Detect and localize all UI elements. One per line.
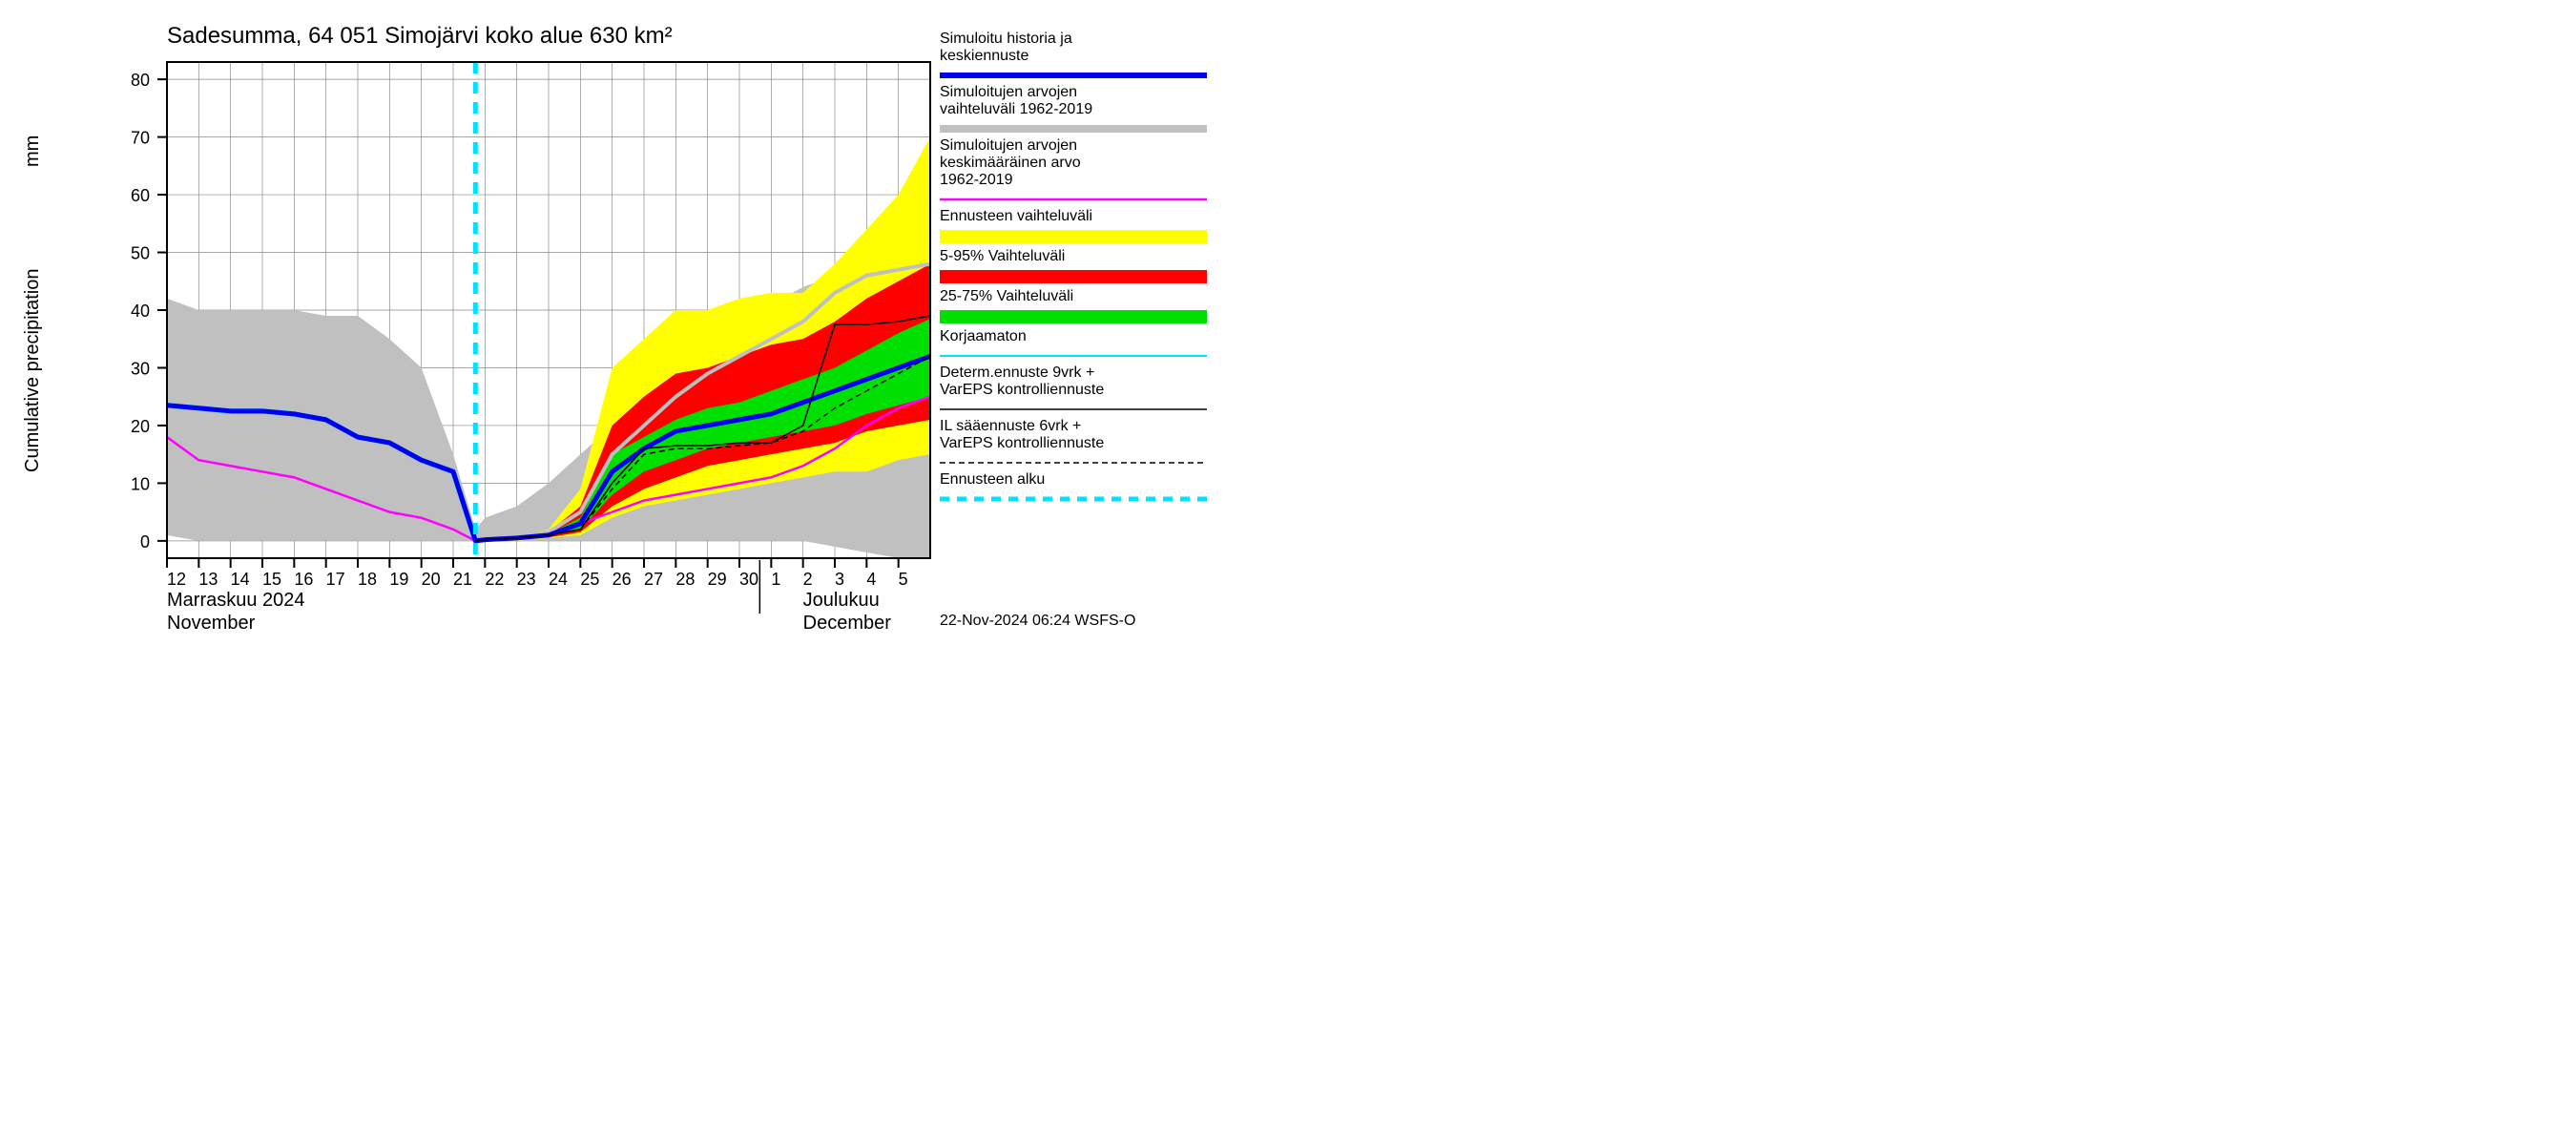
x-tick-label: 12 <box>167 570 186 589</box>
x-tick-label: 14 <box>231 570 250 589</box>
y-tick-label: 60 <box>131 186 150 205</box>
month-label-en-left: November <box>167 613 256 634</box>
y-tick-label: 30 <box>131 359 150 378</box>
legend-label: 25-75% Vaihteluväli <box>940 288 1073 304</box>
y-tick-label: 80 <box>131 71 150 90</box>
y-axis-label-1: Cumulative precipitation <box>22 269 43 472</box>
x-tick-label: 20 <box>422 570 441 589</box>
legend-label: Korjaamaton <box>940 328 1027 344</box>
x-tick-label: 27 <box>644 570 663 589</box>
x-tick-label: 16 <box>294 570 313 589</box>
x-tick-label: 25 <box>580 570 599 589</box>
x-tick-label: 1 <box>771 570 780 589</box>
legend-label: Simuloitu historia ja <box>940 31 1072 47</box>
x-tick-label: 18 <box>358 570 377 589</box>
y-tick-label: 40 <box>131 302 150 321</box>
y-tick-label: 20 <box>131 417 150 436</box>
x-tick-label: 21 <box>453 570 472 589</box>
x-tick-label: 28 <box>675 570 695 589</box>
month-label-en-right: December <box>803 613 892 634</box>
x-tick-label: 2 <box>803 570 813 589</box>
y-axis-label-2: mm <box>22 135 43 167</box>
y-tick-label: 0 <box>140 532 150 552</box>
y-tick-label: 70 <box>131 129 150 148</box>
footer-timestamp: 22-Nov-2024 06:24 WSFS-O <box>940 613 1135 629</box>
x-tick-label: 13 <box>198 570 218 589</box>
x-tick-label: 3 <box>835 570 844 589</box>
x-tick-label: 23 <box>517 570 536 589</box>
x-tick-label: 22 <box>485 570 504 589</box>
x-tick-label: 29 <box>708 570 727 589</box>
x-tick-label: 24 <box>549 570 568 589</box>
legend-label: vaihteluväli 1962-2019 <box>940 101 1092 117</box>
legend-label: IL sääennuste 6vrk + <box>940 418 1081 434</box>
month-label-fi-right: Joulukuu <box>803 590 880 611</box>
month-label-fi-left: Marraskuu 2024 <box>167 590 305 611</box>
legend-label: 5-95% Vaihteluväli <box>940 248 1065 264</box>
legend-label: keskimääräinen arvo <box>940 155 1081 171</box>
x-tick-label: 19 <box>389 570 408 589</box>
legend-label: Simuloitujen arvojen <box>940 137 1077 154</box>
y-tick-label: 50 <box>131 244 150 263</box>
x-tick-label: 30 <box>739 570 758 589</box>
legend-label: Ennusteen vaihteluväli <box>940 208 1092 224</box>
legend-label: Determ.ennuste 9vrk + <box>940 364 1094 381</box>
chart-title: Sadesumma, 64 051 Simojärvi koko alue 63… <box>167 23 673 49</box>
legend-label: VarEPS kontrolliennuste <box>940 435 1104 451</box>
y-tick-label: 10 <box>131 474 150 493</box>
legend-label: VarEPS kontrolliennuste <box>940 382 1104 398</box>
legend-label: Simuloitujen arvojen <box>940 84 1077 100</box>
legend-label: 1962-2019 <box>940 172 1013 188</box>
x-tick-label: 4 <box>866 570 876 589</box>
precipitation-chart: 0102030405060708012131415161718192021222… <box>0 0 1431 636</box>
legend-label: keskiennuste <box>940 48 1028 64</box>
x-tick-label: 15 <box>262 570 281 589</box>
x-tick-label: 5 <box>899 570 908 589</box>
legend-label: Ennusteen alku <box>940 471 1045 488</box>
x-tick-label: 26 <box>613 570 632 589</box>
x-tick-label: 17 <box>326 570 345 589</box>
chart-container: 0102030405060708012131415161718192021222… <box>0 0 1431 636</box>
